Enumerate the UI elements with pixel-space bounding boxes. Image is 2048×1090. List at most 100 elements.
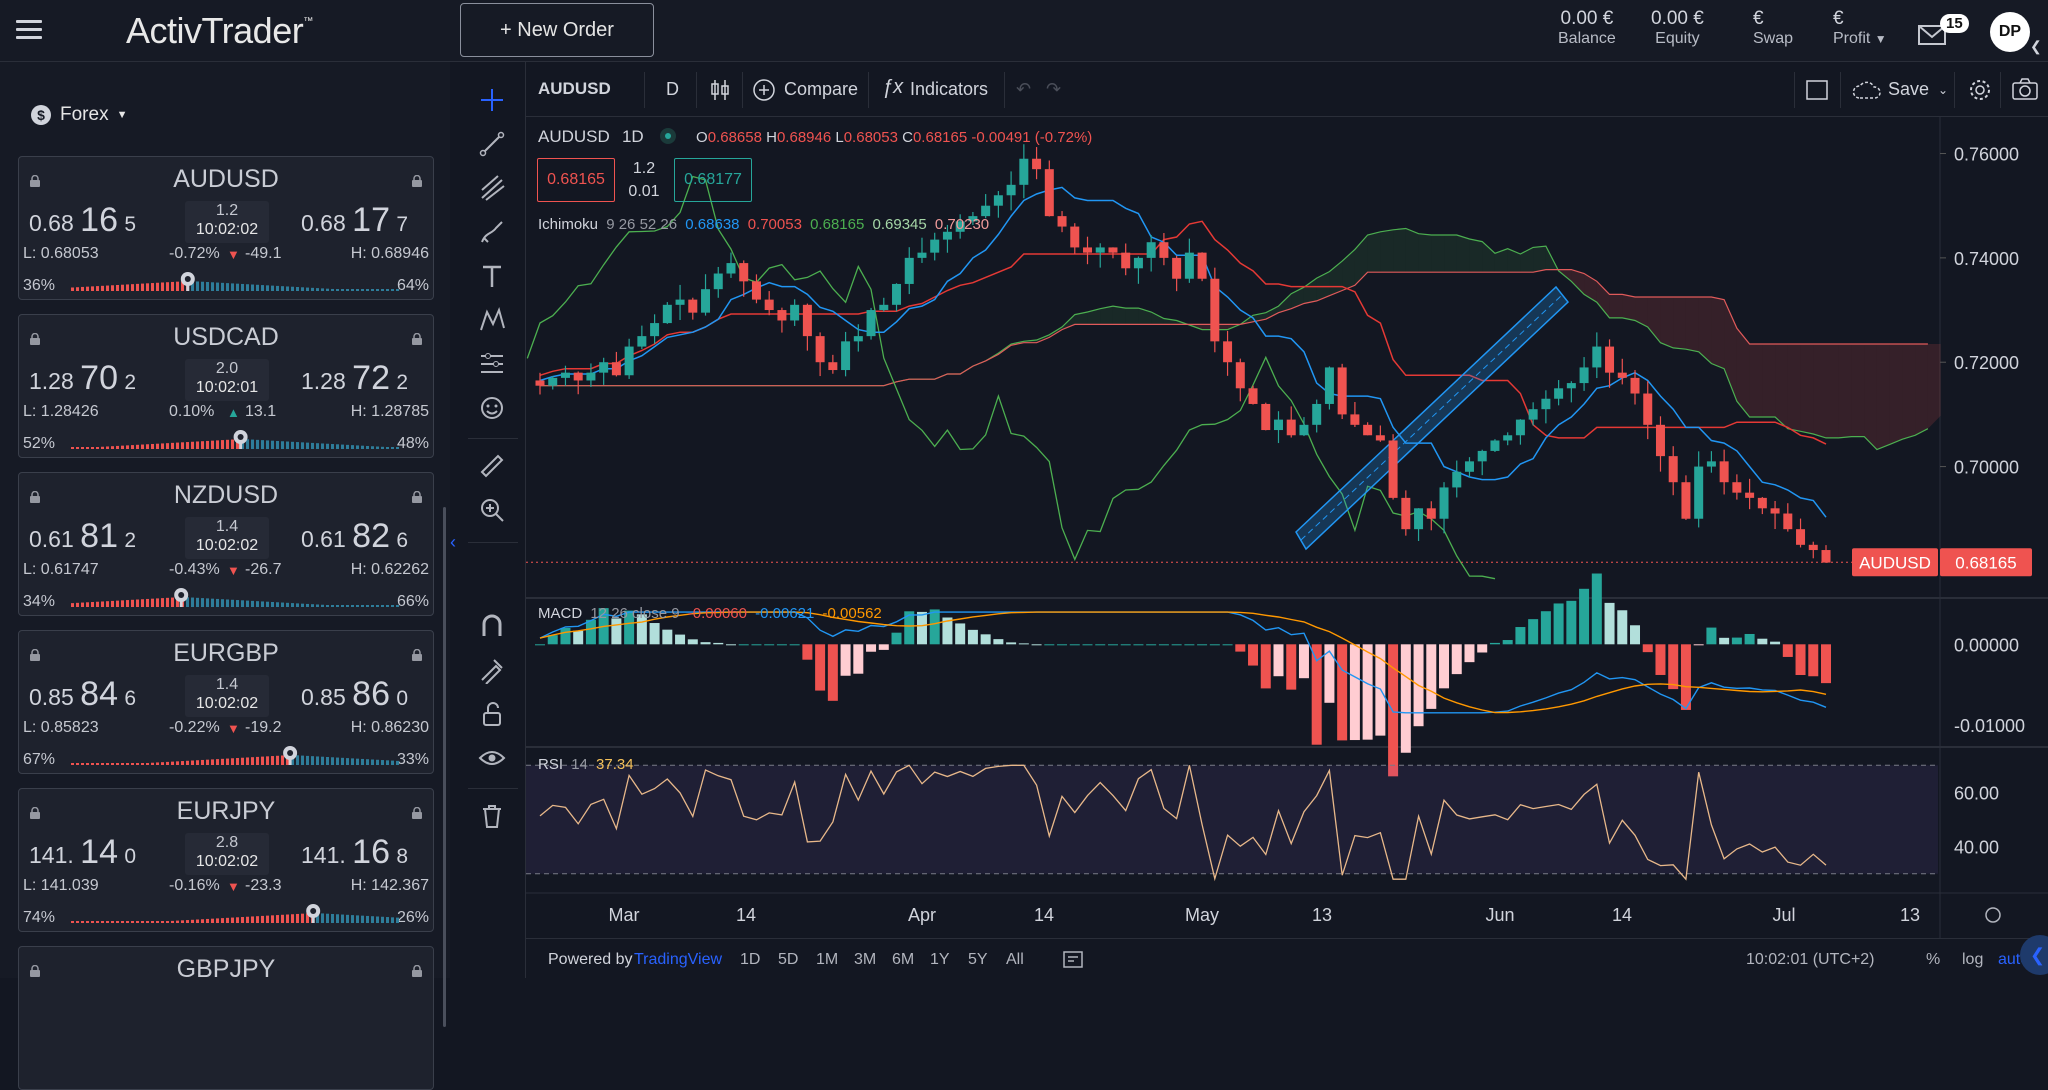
camera-icon[interactable] (2012, 78, 2038, 100)
collapse-arrow-icon[interactable]: ❮ (2030, 38, 2042, 54)
sentiment-tick (71, 763, 74, 765)
instrument-card[interactable]: NZDUSD 0.61 81 2 1.4 10:02:02 0.61 82 6 L: 0.… (18, 472, 434, 616)
buy-price-button[interactable]: 0.85 86 0 (301, 675, 408, 714)
macd-params: 12 26 close 9 (590, 605, 680, 622)
magnet-icon[interactable] (478, 612, 506, 640)
instrument-card[interactable]: GBPJPY (18, 946, 434, 1090)
sell-price-button[interactable]: 0.61 81 2 (29, 517, 136, 556)
lock-drawing-icon[interactable] (478, 656, 506, 684)
pattern-icon[interactable] (478, 306, 506, 334)
percent-scale-button[interactable]: % (1926, 951, 1941, 968)
lock-icon (30, 491, 40, 503)
candle-body (1223, 341, 1233, 363)
ichimoku-legend[interactable]: Ichimoku 9 26 52 26 0.68638 0.70053 0.68… (538, 216, 989, 233)
cloud-icon[interactable] (1852, 80, 1882, 100)
range-button-1d[interactable]: 1D (740, 951, 761, 968)
save-button[interactable]: Save (1888, 79, 1930, 99)
range-button-5d[interactable]: 5D (778, 951, 799, 968)
tradingview-link[interactable]: TradingView (634, 951, 723, 968)
fullscreen-icon[interactable] (1806, 80, 1828, 100)
profit-stat[interactable]: € Profit ▼ (1833, 8, 1887, 48)
sidebar-scrollbar[interactable] (443, 507, 446, 1027)
interval-select[interactable]: D (666, 79, 679, 99)
text-icon[interactable] (478, 262, 506, 290)
range-button-1m[interactable]: 1M (816, 951, 839, 968)
scroll-right-button[interactable]: ❮ (2020, 935, 2048, 975)
buy-price-button[interactable]: 0.68177 (674, 158, 752, 202)
sentiment-tick (256, 439, 259, 449)
ruler-icon[interactable] (478, 452, 506, 480)
sell-price-button[interactable]: 0.68165 (537, 158, 615, 202)
calendar-range-icon[interactable] (1062, 949, 1084, 969)
eye-icon[interactable] (478, 744, 506, 772)
candle-body (611, 362, 621, 376)
sentiment-tick (301, 287, 304, 291)
unlock-icon[interactable] (478, 700, 506, 728)
redo-icon[interactable]: ↷ (1046, 79, 1062, 99)
log-scale-button[interactable]: log (1962, 951, 1984, 968)
sentiment-tick (131, 284, 134, 291)
menu-icon[interactable] (16, 20, 42, 40)
candle-style-icon[interactable] (708, 78, 732, 102)
sell-price-button[interactable]: 141. 14 0 (29, 833, 136, 872)
instrument-card[interactable]: AUDUSD 0.68 16 5 1.2 10:02:02 0.68 17 7 L: 0.… (18, 156, 434, 300)
candle-body (1770, 508, 1780, 514)
forecast-icon[interactable] (478, 350, 506, 378)
range-button-3m[interactable]: 3M (854, 951, 877, 968)
macd-bar (1515, 627, 1526, 645)
cloud-segment (1163, 318, 1177, 325)
buy-price-button[interactable]: 141. 16 8 (301, 833, 408, 872)
equity-value: 0.00 € (1651, 8, 1704, 29)
sentiment-tick (101, 763, 104, 765)
compare-plus-icon[interactable] (752, 78, 776, 102)
category-select[interactable]: $ Forex ▼ (30, 104, 127, 126)
candle-body (701, 289, 711, 313)
bid-fraction: 6 (124, 687, 137, 710)
chevron-down-icon[interactable]: ⌄ (1938, 83, 1949, 97)
macd-bar (1184, 644, 1195, 646)
sentiment-tick (156, 921, 159, 923)
candle-body (1235, 362, 1245, 389)
ichimoku-kijun-line (539, 220, 1827, 445)
avatar[interactable]: DP (1990, 12, 2030, 52)
macd-legend[interactable]: MACD 12 26 close 9 -0.00060 -0.00621 -0.… (538, 605, 882, 622)
bid-prefix: 0.85 (29, 684, 74, 710)
range-button-6m[interactable]: 6M (892, 951, 915, 968)
app-logo[interactable]: ActivTrader™ (126, 10, 313, 52)
sell-price-button[interactable]: 1.28 70 2 (29, 359, 136, 398)
instrument-card[interactable]: EURGBP 0.85 84 6 1.4 10:02:02 0.85 86 0 L: 0.… (18, 630, 434, 774)
buy-price-button[interactable]: 0.61 82 6 (301, 517, 408, 556)
cloud-segment (1342, 249, 1355, 291)
crosshair-icon[interactable] (478, 86, 506, 114)
symbol-search[interactable]: AUDUSD (538, 79, 611, 98)
range-button-all[interactable]: All (1006, 951, 1024, 968)
gear-icon[interactable] (1968, 78, 1992, 102)
sell-price-button[interactable]: 0.85 84 6 (29, 675, 136, 714)
instrument-card[interactable]: EURJPY 141. 14 0 2.8 10:02:02 141. 16 8 L: 14… (18, 788, 434, 932)
pitchfork-icon[interactable] (478, 174, 506, 202)
mail-icon[interactable] (1918, 24, 1946, 46)
rsi-legend[interactable]: RSI 14 37.34 (538, 756, 634, 773)
quantity-value[interactable]: 0.01 (628, 183, 660, 200)
emoji-icon[interactable] (478, 394, 506, 422)
buy-price-button[interactable]: 0.68 17 7 (301, 201, 408, 240)
range-button-5y[interactable]: 5Y (968, 951, 988, 968)
new-order-button[interactable]: + New Order (460, 3, 654, 57)
instrument-card[interactable]: USDCAD 1.28 70 2 2.0 10:02:01 1.28 72 2 L: 1.… (18, 314, 434, 458)
indicators-button[interactable]: Indicators (910, 79, 989, 99)
lock-icon (412, 333, 422, 345)
trend-line-icon[interactable] (478, 130, 506, 158)
compare-button[interactable]: Compare (784, 79, 859, 99)
sentiment-tick (251, 600, 254, 607)
trash-icon[interactable] (478, 802, 506, 830)
price-chart[interactable]: AUDUSD 0.68165 0.76000 0.74000 0.72000 0.7000… (526, 117, 2048, 938)
buy-price-button[interactable]: 1.28 72 2 (301, 359, 408, 398)
undo-icon[interactable]: ↶ (1016, 79, 1032, 99)
magnifier-icon[interactable] (478, 496, 506, 524)
brush-icon[interactable] (478, 218, 506, 246)
sell-price-button[interactable]: 0.68 16 5 (29, 201, 136, 240)
range-button-1y[interactable]: 1Y (930, 951, 950, 968)
balance-value: 0.00 € (1560, 8, 1614, 29)
collapse-toolbar-icon[interactable]: ‹ (450, 532, 456, 552)
clock-timezone[interactable]: 10:02:01 (UTC+2) (1746, 951, 1875, 968)
